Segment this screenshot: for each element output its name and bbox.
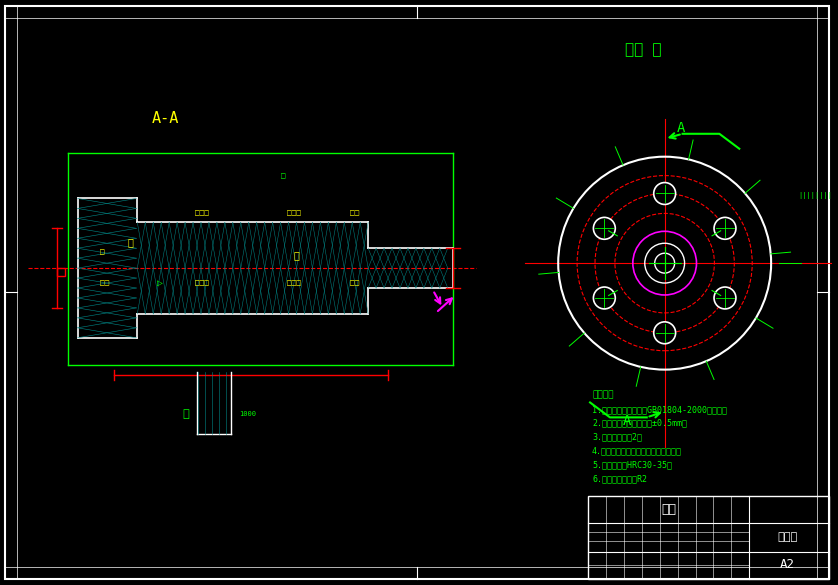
Circle shape <box>714 287 736 309</box>
Text: 5.热处理硬度HRC30-35。: 5.热处理硬度HRC30-35。 <box>592 460 672 470</box>
Text: A: A <box>623 414 631 428</box>
Text: ①: ① <box>127 238 133 247</box>
Text: 右: 右 <box>182 410 189 419</box>
Bar <box>588 496 829 579</box>
Text: □□: □□ <box>100 278 109 288</box>
Text: 2.未注卡限尺尺允许偏差±0.5mm；: 2.未注卡限尺尺允许偏差±0.5mm； <box>592 419 687 428</box>
Circle shape <box>654 183 675 204</box>
Text: A-A: A-A <box>151 111 178 126</box>
Text: 1.未注明公差配合符合GB01804-2000的要求；: 1.未注明公差配合符合GB01804-2000的要求； <box>592 405 727 414</box>
Circle shape <box>714 218 736 239</box>
Text: ①: ① <box>293 250 299 260</box>
Text: □□□: □□□ <box>195 278 209 288</box>
Circle shape <box>593 287 615 309</box>
Text: □□□: □□□ <box>287 208 301 217</box>
Text: 刺绳: 刺绳 <box>661 504 676 517</box>
Text: 4.加工后的零件不允许有毛刺、尖角。: 4.加工后的零件不允许有毛刺、尖角。 <box>592 447 682 456</box>
Text: ▷: ▷ <box>158 278 163 288</box>
Text: □: □ <box>100 247 104 257</box>
Text: □□□: □□□ <box>195 208 209 217</box>
Text: □□: □□ <box>350 278 360 288</box>
Text: 6.所有未注圆角为R2: 6.所有未注圆角为R2 <box>592 474 647 484</box>
Text: 3.所有未注倒角2。: 3.所有未注倒角2。 <box>592 433 642 442</box>
Text: A2: A2 <box>779 558 794 571</box>
Text: 1000: 1000 <box>239 411 256 417</box>
Text: 制动盘: 制动盘 <box>777 532 797 542</box>
Text: □□□: □□□ <box>287 278 301 288</box>
Text: □: □ <box>281 171 285 180</box>
Text: 技术要求: 技术要求 <box>592 390 613 399</box>
Text: ||||||||: |||||||| <box>798 192 832 199</box>
Circle shape <box>654 322 675 344</box>
Text: 其余 局: 其余 局 <box>625 42 661 57</box>
Circle shape <box>593 218 615 239</box>
Text: □□: □□ <box>350 208 360 217</box>
Text: A: A <box>676 121 685 135</box>
Bar <box>57 268 65 276</box>
